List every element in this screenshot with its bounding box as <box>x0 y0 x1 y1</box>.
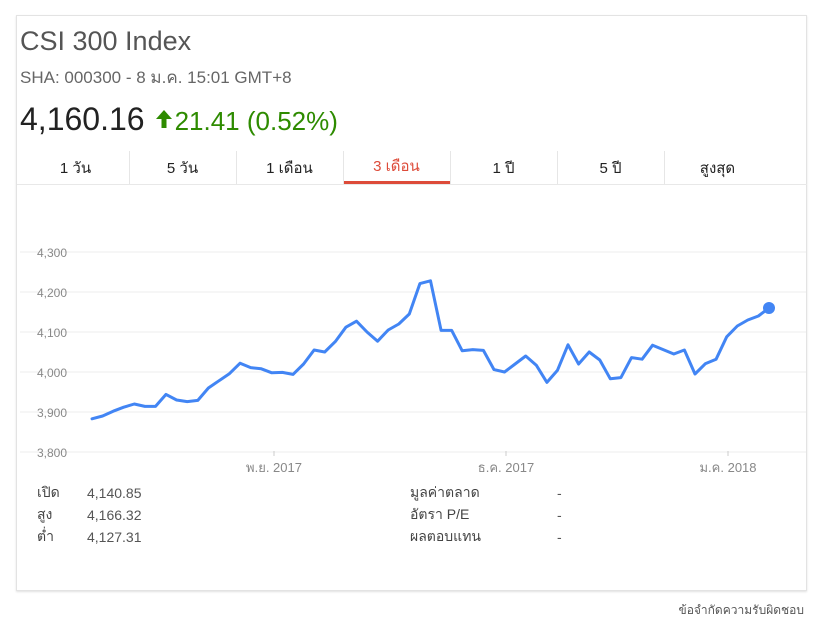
stats-right: มูลค่าตลาด - อัตรา P/E - ผลตอบแทน - <box>410 482 562 548</box>
y-tick-label: 4,200 <box>37 286 67 300</box>
stat-low: ต่ำ 4,127.31 <box>37 526 142 548</box>
index-subtitle: SHA: 000300 - 8 ม.ค. 15:01 GMT+8 <box>20 68 292 87</box>
stat-low-value: 4,127.31 <box>87 529 142 545</box>
price-row: 4,160.16 21.41 (0.52%) <box>20 101 338 138</box>
stats-left: เปิด 4,140.85 สูง 4,166.32 ต่ำ 4,127.31 <box>37 482 142 548</box>
stat-pe-ratio: อัตรา P/E - <box>410 504 562 526</box>
y-tick-label: 4,100 <box>37 326 67 340</box>
tab-5-year[interactable]: 5 ปี <box>557 151 664 184</box>
tab-5-day[interactable]: 5 วัน <box>129 151 236 184</box>
arrow-up-icon <box>155 109 172 128</box>
x-tick-label: ธ.ค. 2017 <box>478 460 534 475</box>
price-series-line <box>90 279 771 421</box>
disclaimer-link[interactable]: ข้อจำกัดความรับผิดชอบ <box>678 603 804 617</box>
stat-market-cap: มูลค่าตลาด - <box>410 482 562 504</box>
tab-1-month[interactable]: 1 เดือน <box>236 151 343 184</box>
stat-pe-ratio-label: อัตรา P/E <box>410 506 470 522</box>
stat-open-value: 4,140.85 <box>87 485 142 501</box>
tabs-divider <box>17 184 807 185</box>
price-change: 21.41 (0.52%) <box>174 106 338 136</box>
stat-open-label: เปิด <box>37 484 60 500</box>
current-price: 4,160.16 <box>20 101 145 137</box>
stat-yield-value: - <box>557 529 562 545</box>
stat-pe-ratio-value: - <box>557 507 562 523</box>
y-tick-label: 3,900 <box>37 406 67 420</box>
stat-market-cap-value: - <box>557 485 562 501</box>
stat-open: เปิด 4,140.85 <box>37 482 142 504</box>
stat-low-label: ต่ำ <box>37 528 54 544</box>
x-tick-label: พ.ย. 2017 <box>246 460 302 475</box>
stat-high-label: สูง <box>37 506 53 522</box>
price-chart[interactable]: 4,300 4,200 4,100 4,000 3,900 3,800 พ.ย. 2017 ธ… <box>0 200 824 490</box>
tab-1-day[interactable]: 1 วัน <box>59 159 92 177</box>
y-tick-label: 4,300 <box>37 246 67 260</box>
stock-card <box>16 15 807 591</box>
y-tick-label: 3,800 <box>37 446 67 460</box>
tab-1-year[interactable]: 1 ปี <box>450 151 557 184</box>
x-tick-label: ม.ค. 2018 <box>699 460 756 475</box>
tab-max[interactable]: สูงสุด <box>664 151 771 184</box>
latest-price-point[interactable] <box>763 302 775 314</box>
stat-yield-label: ผลตอบแทน <box>410 528 481 544</box>
range-tabs: 1 วัน 5 วัน 1 เดือน 3 เดือน 1 ปี 5 ปี สู… <box>22 151 771 184</box>
stat-yield: ผลตอบแทน - <box>410 526 562 548</box>
stat-market-cap-label: มูลค่าตลาด <box>410 484 480 500</box>
stat-high: สูง 4,166.32 <box>37 504 142 526</box>
stat-high-value: 4,166.32 <box>87 507 142 523</box>
y-tick-label: 4,000 <box>37 366 67 380</box>
tab-3-month[interactable]: 3 เดือน <box>343 151 450 184</box>
index-title: CSI 300 Index <box>20 26 192 56</box>
